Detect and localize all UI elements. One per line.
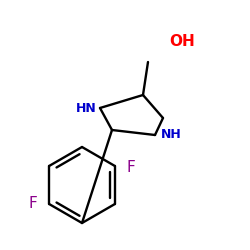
Text: OH: OH <box>169 34 195 50</box>
Text: F: F <box>126 160 135 176</box>
Text: HN: HN <box>76 102 96 114</box>
Text: NH: NH <box>160 128 182 141</box>
Text: F: F <box>29 196 38 212</box>
